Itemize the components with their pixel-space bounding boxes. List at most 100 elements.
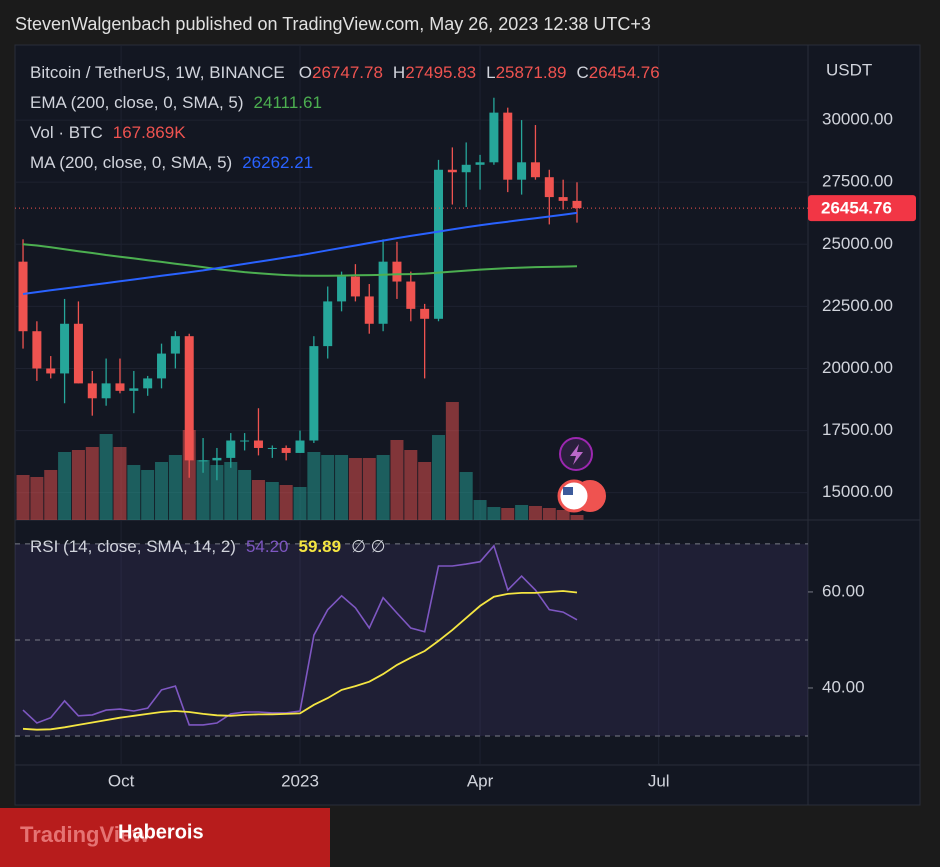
volume-bar: [556, 509, 570, 520]
candle-body: [184, 336, 194, 461]
lightning-glyph: [570, 444, 583, 465]
candle-body: [350, 276, 360, 297]
footer-caption: Haberois: [118, 821, 204, 843]
candle-body: [447, 169, 457, 173]
volume-bar: [376, 455, 390, 520]
rsi-tick-label: 40.00: [822, 677, 865, 696]
x-tick-label: Oct: [108, 771, 135, 790]
y-tick-label: 20000.00: [822, 358, 893, 377]
flag-icon: [557, 479, 591, 513]
candle-body: [253, 440, 263, 448]
volume-bar: [335, 455, 349, 520]
candle-body: [517, 162, 527, 180]
y-unit: USDT: [826, 60, 872, 79]
candle-body: [364, 296, 374, 324]
candle-body: [558, 197, 568, 201]
candle-body: [392, 261, 402, 282]
volume-bar: [432, 435, 446, 520]
candle-body: [420, 308, 430, 319]
volume-bar: [528, 505, 542, 520]
rsi-ma-line: [22, 590, 578, 731]
legend-rsi: RSI (14, close, SMA, 14, 2) 54.20 59.89 ∅ ∅: [30, 537, 385, 556]
volume-bar: [307, 451, 321, 520]
volume-bar: [348, 458, 362, 520]
volume-bar: [473, 500, 487, 520]
volume-bar: [265, 481, 279, 520]
candle-body: [337, 276, 347, 302]
candle-body: [157, 353, 167, 379]
y-tick-label: 27500.00: [822, 172, 893, 191]
rsi-line: [22, 544, 578, 726]
candle-body: [406, 281, 416, 309]
volume-bar: [224, 462, 238, 520]
volume-bar: [459, 472, 473, 520]
candle-body: [87, 383, 97, 399]
candle-body: [267, 447, 277, 449]
volume-bar: [501, 507, 515, 520]
rsi-tick-label: 60.00: [822, 581, 865, 600]
candle-body: [226, 440, 236, 458]
candle-body: [212, 457, 222, 461]
volume-bar: [445, 402, 459, 520]
volume-bar: [85, 446, 99, 520]
x-tick-label: 2023: [281, 771, 319, 790]
y-tick-label: 25000.00: [822, 234, 893, 253]
plot: 15000.00 17500.00 20000.00 22500.00 25000.00…: [15, 45, 916, 790]
candle-body: [572, 200, 582, 209]
volume-bar: [196, 460, 210, 520]
volume-bar: [30, 476, 44, 520]
candle-body: [129, 388, 139, 391]
volume-bar: [238, 469, 252, 520]
footer-banner: [0, 808, 330, 867]
volume-bar: [515, 504, 529, 520]
candle-body: [434, 169, 444, 319]
volume-bar: [113, 446, 127, 520]
candle-body: [295, 440, 305, 453]
candle-body: [143, 378, 153, 389]
candle-body: [198, 460, 208, 462]
volume-bar: [58, 451, 72, 520]
volume-bar: [570, 514, 584, 520]
candle-body: [530, 162, 540, 178]
flag-canton: [563, 487, 573, 495]
candle-body: [461, 164, 471, 173]
candle-body: [46, 368, 56, 374]
volume-bar: [362, 458, 376, 520]
candle-body: [544, 177, 554, 198]
volume-bar: [210, 465, 224, 520]
y-tick-label: 15000.00: [822, 482, 893, 501]
candle-body: [309, 346, 319, 441]
footer-logo: TradingView: [20, 822, 150, 847]
volume-bar: [279, 484, 293, 520]
candle-body: [503, 112, 513, 180]
candle-body: [32, 331, 42, 369]
legend-volume: Vol · BTC 167.869K: [30, 123, 186, 142]
candle-body: [101, 383, 111, 399]
ema-line: [22, 243, 578, 277]
volume-bar: [44, 469, 58, 520]
event-icons: [557, 437, 606, 513]
volume-bar: [99, 434, 113, 520]
volume-bar: [251, 479, 265, 520]
volume-bar: [321, 455, 335, 520]
ma-line: [22, 211, 578, 295]
y-tick-label: 30000.00: [822, 110, 893, 129]
volume-bar: [487, 507, 501, 520]
candle-body: [489, 112, 499, 163]
candle-body: [323, 301, 333, 347]
header: StevenWalgenbach published on TradingVie…: [15, 14, 651, 34]
legend-ema: EMA (200, close, 0, SMA, 5) 24111.61: [30, 93, 322, 112]
candle-body: [115, 383, 125, 391]
volume-bar: [542, 507, 556, 520]
volume-bar: [141, 469, 155, 520]
y-tick-label: 22500.00: [822, 296, 893, 315]
legend-ma: MA (200, close, 0, SMA, 5) 26262.21: [30, 153, 313, 172]
volume-bar: [168, 455, 182, 520]
volume-bar: [155, 462, 169, 520]
legend-symbol: Bitcoin / TetherUS, 1W, BINANCE O26747.78…: [30, 63, 660, 82]
y-tick-label: 17500.00: [822, 420, 893, 439]
volume-bar: [71, 449, 85, 520]
last-price-label: 26454.76: [821, 199, 892, 218]
candle-body: [281, 447, 291, 453]
